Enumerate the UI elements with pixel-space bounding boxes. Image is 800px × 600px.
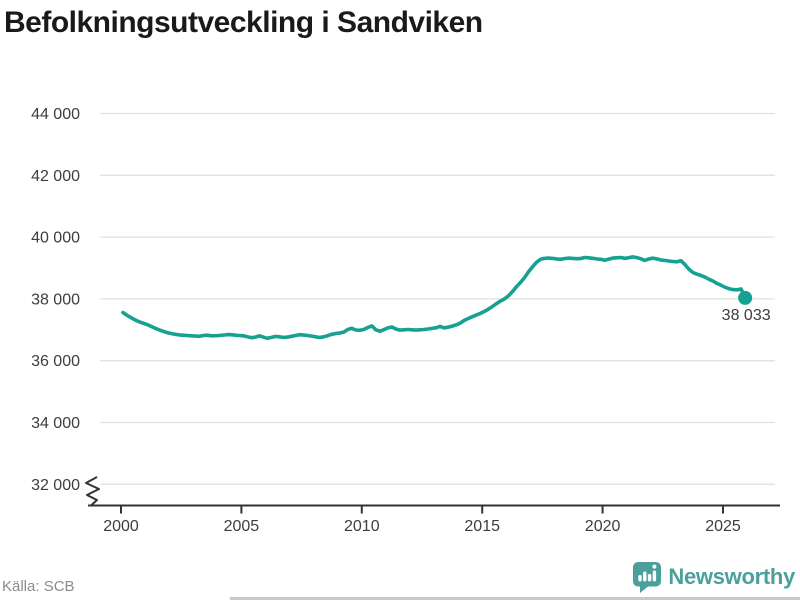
y-tick-label: 44 000 [31, 106, 80, 123]
x-tick-label: 2005 [224, 518, 260, 535]
x-tick-label: 2000 [103, 518, 139, 535]
x-tick-label: 2020 [585, 518, 621, 535]
newsworthy-logo-text: Newsworthy [668, 564, 795, 589]
newsworthy-logo-icon [632, 561, 662, 593]
end-point-value-label: 38 033 [722, 307, 771, 324]
end-point-dot [738, 290, 753, 305]
x-tick-label: 2015 [464, 518, 500, 535]
y-tick-label: 36 000 [31, 353, 80, 370]
y-tick-label: 38 000 [31, 291, 80, 308]
horizontal-scrollbar[interactable] [230, 597, 800, 600]
y-tick-label: 34 000 [31, 415, 80, 432]
y-tick-label: 32 000 [31, 477, 80, 494]
axis-break-icon [85, 476, 100, 507]
y-tick-label: 42 000 [31, 168, 80, 185]
newsworthy-logo[interactable]: Newsworthy [632, 561, 795, 593]
population-series-line [121, 255, 747, 341]
chart-title: Befolkningsutveckling i Sandviken [4, 6, 483, 39]
x-tick-label: 2010 [344, 518, 380, 535]
x-tick-label: 2025 [705, 518, 741, 535]
y-tick-label: 40 000 [31, 230, 80, 247]
source-note: Källa: SCB [2, 578, 75, 595]
